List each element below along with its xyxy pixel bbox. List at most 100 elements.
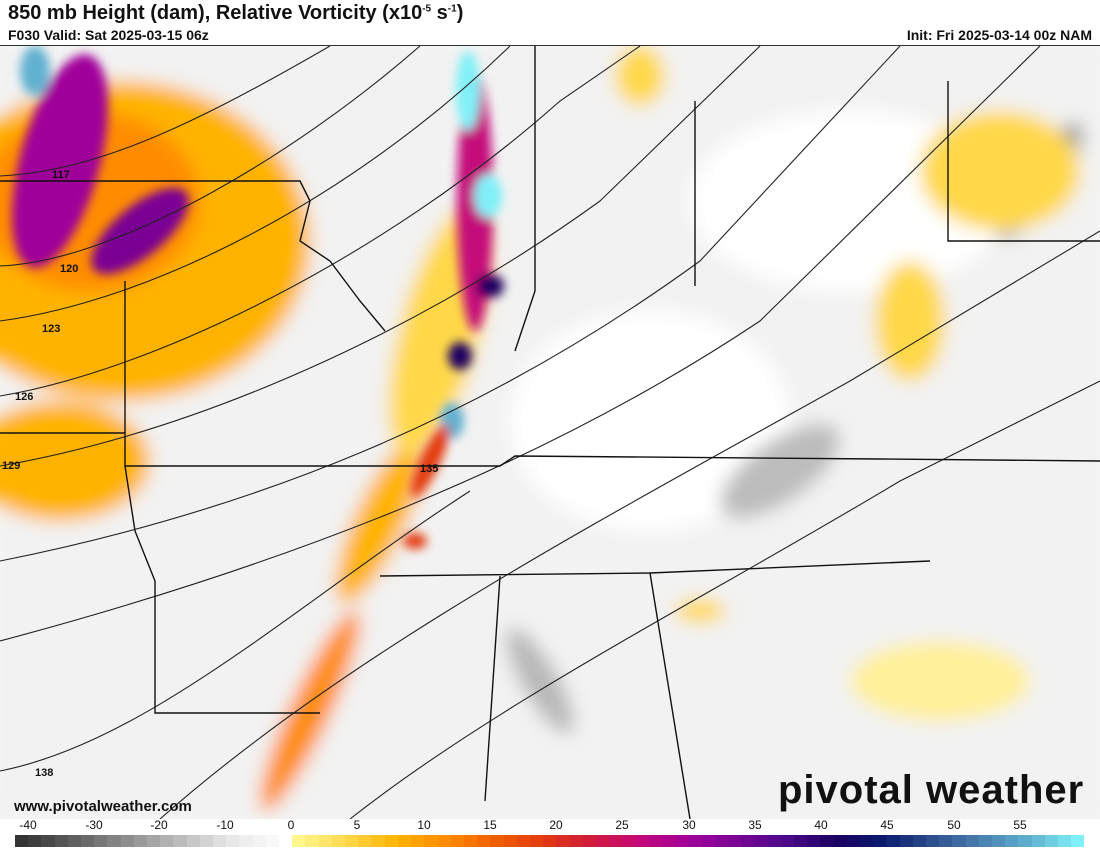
colorbar-swatch [1071, 835, 1085, 847]
colorbar-swatch [582, 835, 596, 847]
colorbar-tick: 30 [682, 818, 696, 832]
colorbar-swatch [54, 835, 68, 847]
colorbar-swatch [173, 835, 187, 847]
colorbar-swatch [411, 835, 425, 847]
colorbar-swatch [609, 835, 623, 847]
colorbar-tick: 50 [947, 818, 961, 832]
colorbar-swatch [714, 835, 728, 847]
colorbar-swatch [978, 835, 993, 847]
contour-label: 117 [52, 169, 70, 181]
colorbar-swatch [873, 835, 887, 847]
colorbar-swatch [15, 835, 29, 847]
colorbar-swatch [226, 835, 240, 847]
colorbar-tick: 20 [549, 818, 563, 832]
website-link[interactable]: www.pivotalweather.com [14, 798, 192, 815]
colorbar-swatch [265, 835, 280, 847]
colorbar-swatch [807, 835, 821, 847]
colorbar-swatch [793, 835, 808, 847]
colorbar-swatch [727, 835, 742, 847]
colorbar-tick: -30 [85, 818, 103, 832]
colorbar-swatch [556, 835, 570, 847]
colorbar-swatch [688, 835, 702, 847]
colorbar-swatch [1005, 835, 1019, 847]
map-canvas: 117 120 123 126 129 135 138 [0, 46, 1100, 819]
colorbar-tick: 0 [287, 818, 295, 832]
vorticity-maxima [12, 46, 504, 549]
colorbar-swatch [213, 835, 227, 847]
colorbar-swatch [239, 835, 253, 847]
state-borders [0, 46, 1100, 819]
colorbar-swatch [424, 835, 438, 847]
valid-time: F030 Valid: Sat 2025-03-15 06z [8, 27, 209, 43]
colorbar-swatch [741, 835, 755, 847]
colorbar-swatch [477, 835, 491, 847]
colorbar-swatch [820, 835, 834, 847]
colorbar-swatch [279, 835, 293, 847]
colorbar-tick: -20 [150, 818, 168, 832]
colorbar-swatch [833, 835, 847, 847]
colorbar-swatch [635, 835, 649, 847]
colorbar-swatch [318, 835, 332, 847]
colorbar-swatch [965, 835, 979, 847]
colorbar-tick: 25 [615, 818, 629, 832]
colorbar-swatch [345, 835, 359, 847]
colorbar-swatch [860, 835, 874, 847]
colorbar-swatch [490, 835, 504, 847]
colorbar-swatch [846, 835, 860, 847]
colorbar-tick: 40 [814, 818, 828, 832]
colorbar-tick: 35 [748, 818, 762, 832]
colorbar-swatch [569, 835, 583, 847]
contour-label-group: 117 120 123 126 129 135 138 [2, 169, 438, 779]
colorbar-swatch [661, 835, 676, 847]
height-contours [0, 46, 1100, 819]
colorbar-swatch [450, 835, 464, 847]
colorbar-swatch [952, 835, 966, 847]
colorbar-swatch [939, 835, 953, 847]
colorbar-swatch [1018, 835, 1032, 847]
colorbar-swatch [780, 835, 794, 847]
colorbar-swatch [463, 835, 478, 847]
colorbar-swatch [199, 835, 214, 847]
colorbar-swatch [926, 835, 940, 847]
map-title: 850 mb Height (dam), Relative Vorticity … [8, 2, 464, 24]
colorbar-tick: -40 [19, 818, 37, 832]
colorbar-swatch [437, 835, 451, 847]
colorbar-swatch [886, 835, 900, 847]
colorbar-swatch [120, 835, 134, 847]
colorbar-swatch [67, 835, 82, 847]
colorbar-swatch [186, 835, 200, 847]
colorbar-swatch [503, 835, 517, 847]
colorbar-swatch [384, 835, 398, 847]
colorbar-swatch [1031, 835, 1045, 847]
colorbar-tick: 45 [880, 818, 894, 832]
weather-map[interactable]: 117 120 123 126 129 135 138 [0, 45, 1100, 819]
colorbar-tick: 5 [353, 818, 361, 832]
colorbar-swatch [648, 835, 662, 847]
colorbar-labels: -40 -30 -20 -10 0 5 10 15 20 25 30 35 40… [0, 818, 1100, 834]
colorbar-swatch [899, 835, 913, 847]
colorbar-swatch [912, 835, 927, 847]
colorbar-tick: 15 [483, 818, 497, 832]
contour-label: 123 [42, 323, 60, 335]
colorbar-swatch [305, 835, 319, 847]
pivotal-weather-logo: pivotal weather [778, 768, 1085, 812]
colorbar-tick: 10 [417, 818, 431, 832]
colorbar-swatch [41, 835, 55, 847]
colorbar [15, 835, 1085, 847]
colorbar-swatch [133, 835, 148, 847]
vorticity-shading [0, 46, 1100, 819]
colorbar-swatch [107, 835, 121, 847]
colorbar-swatch [292, 835, 306, 847]
contour-label: 120 [60, 263, 78, 275]
init-time: Init: Fri 2025-03-14 00z NAM [906, 27, 1092, 43]
contour-label: 138 [35, 767, 53, 779]
colorbar-swatch [516, 835, 530, 847]
colorbar-swatch [701, 835, 715, 847]
colorbar-swatch [160, 835, 174, 847]
colorbar-swatch [622, 835, 636, 847]
colorbar-swatch [543, 835, 557, 847]
colorbar-swatch [1044, 835, 1059, 847]
colorbar-swatch [252, 835, 266, 847]
colorbar-swatch [94, 835, 108, 847]
colorbar-swatch [529, 835, 544, 847]
